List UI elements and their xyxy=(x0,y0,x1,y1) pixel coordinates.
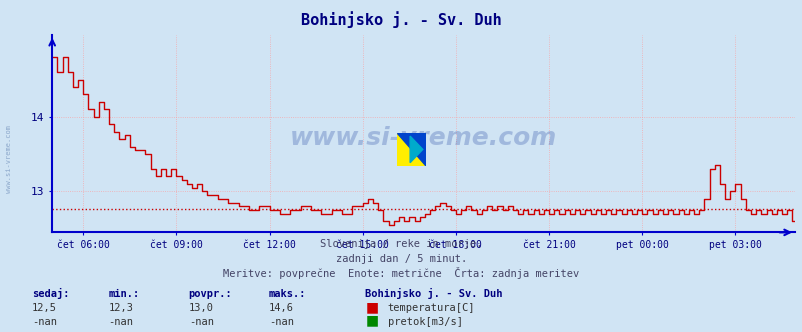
Text: pretok[m3/s]: pretok[m3/s] xyxy=(387,317,462,327)
Polygon shape xyxy=(397,133,425,166)
Text: Meritve: povprečne  Enote: metrične  Črta: zadnja meritev: Meritve: povprečne Enote: metrične Črta:… xyxy=(223,267,579,279)
Text: ■: ■ xyxy=(365,314,378,328)
Text: -nan: -nan xyxy=(269,317,294,327)
Polygon shape xyxy=(397,133,425,166)
Text: Bohinjsko j. - Sv. Duh: Bohinjsko j. - Sv. Duh xyxy=(301,12,501,29)
Text: Bohinjsko j. - Sv. Duh: Bohinjsko j. - Sv. Duh xyxy=(365,288,502,299)
Text: 13,0: 13,0 xyxy=(188,303,213,313)
Text: maks.:: maks.: xyxy=(269,289,306,299)
Text: 14,6: 14,6 xyxy=(269,303,294,313)
Text: temperatura[C]: temperatura[C] xyxy=(387,303,475,313)
Text: 12,5: 12,5 xyxy=(32,303,57,313)
Text: ■: ■ xyxy=(365,300,378,314)
Text: -nan: -nan xyxy=(108,317,133,327)
Text: -nan: -nan xyxy=(188,317,213,327)
Text: www.si-vreme.com: www.si-vreme.com xyxy=(6,125,12,193)
Text: Slovenija / reke in morje.: Slovenija / reke in morje. xyxy=(320,239,482,249)
Text: min.:: min.: xyxy=(108,289,140,299)
Polygon shape xyxy=(410,136,423,163)
Text: -nan: -nan xyxy=(32,317,57,327)
Text: www.si-vreme.com: www.si-vreme.com xyxy=(290,125,557,150)
Text: sedaj:: sedaj: xyxy=(32,288,70,299)
Text: povpr.:: povpr.: xyxy=(188,289,232,299)
Text: 12,3: 12,3 xyxy=(108,303,133,313)
Text: zadnji dan / 5 minut.: zadnji dan / 5 minut. xyxy=(335,254,467,264)
